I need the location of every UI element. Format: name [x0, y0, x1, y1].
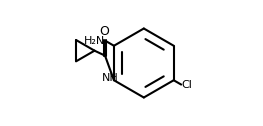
Text: Cl: Cl	[182, 80, 193, 90]
Text: H₂N: H₂N	[84, 36, 105, 46]
Text: O: O	[100, 25, 109, 38]
Text: NH: NH	[102, 73, 118, 83]
